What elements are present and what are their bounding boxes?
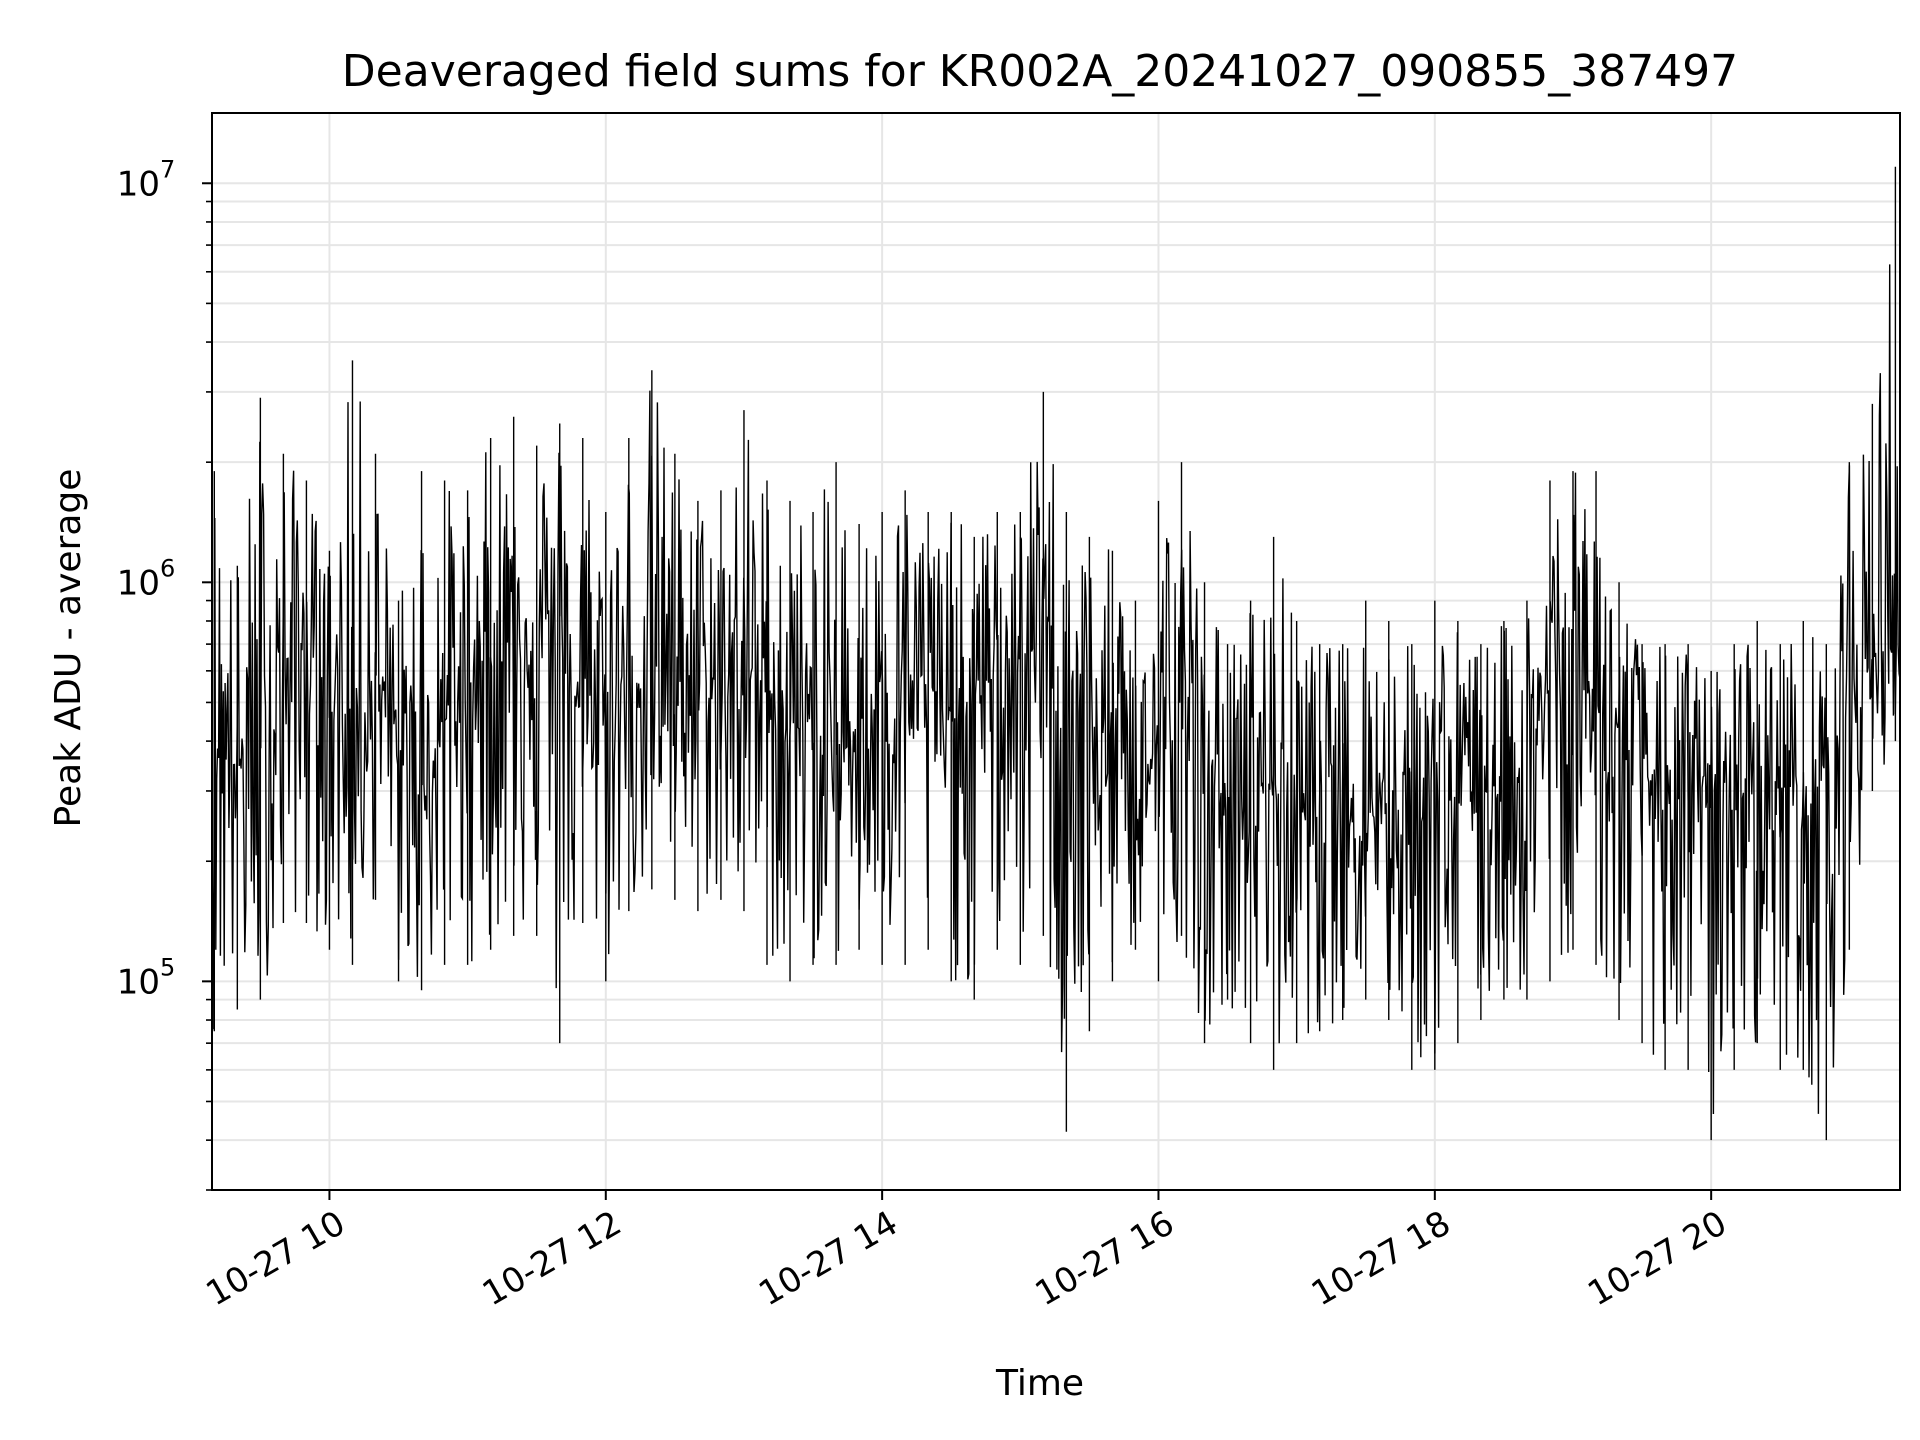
y-tick-exponent: 7 [160, 155, 175, 183]
series-line [211, 166, 1901, 1141]
x-tick-label: 10-27 14 [752, 1203, 904, 1314]
y-axis-label: Peak ADU - average [48, 469, 89, 828]
chart-title: Deaveraged field sums for KR002A_2024102… [342, 46, 1738, 97]
x-axis-label: Time [995, 1363, 1084, 1404]
x-tick-label: 10-27 10 [200, 1203, 352, 1314]
x-axis-ticks: 10-27 10 10-27 12 10-27 14 10-27 16 10-27 18… [200, 1190, 1734, 1314]
plot-frame [211, 112, 1901, 1191]
x-tick-label: 10-27 20 [1581, 1203, 1733, 1314]
y-tick-label: 10 [117, 563, 160, 603]
y-tick-label: 10 [117, 962, 160, 1002]
x-tick-label: 10-27 18 [1305, 1203, 1457, 1314]
y-tick-label: 10 [117, 164, 160, 204]
x-tick-label: 10-27 16 [1029, 1203, 1181, 1314]
y-tick-exponent: 5 [160, 953, 175, 981]
x-tick-label: 10-27 12 [476, 1203, 628, 1314]
y-tick-exponent: 6 [160, 554, 175, 582]
